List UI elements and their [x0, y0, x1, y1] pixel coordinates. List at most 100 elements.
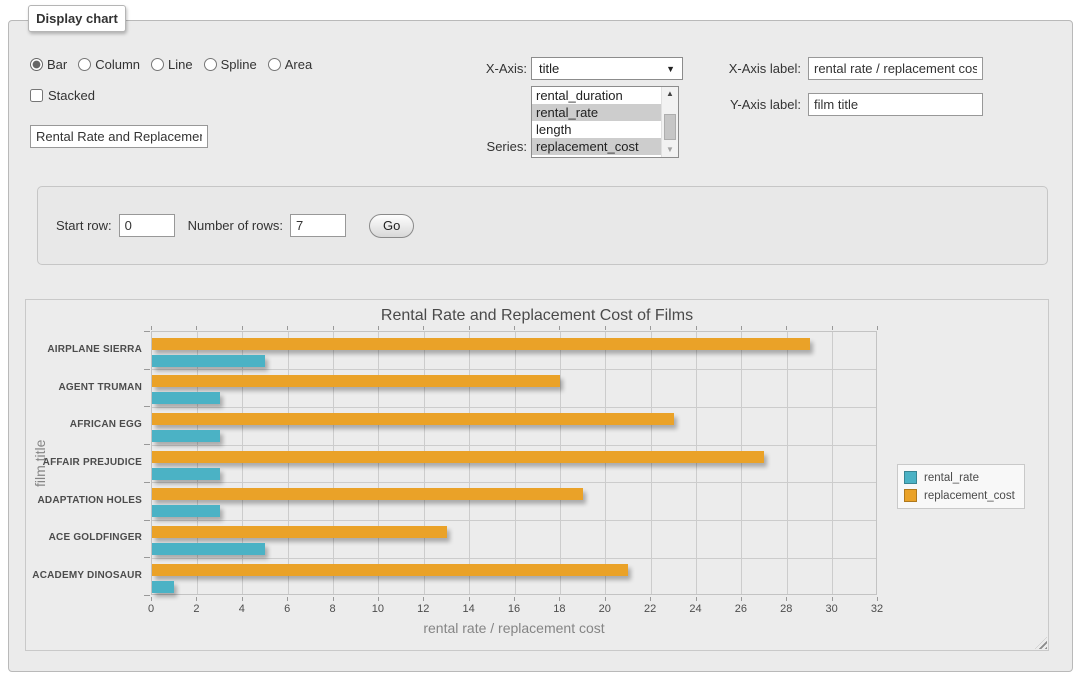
series-scrollbar[interactable]: ▲ ▼: [661, 87, 678, 157]
chart-type-radio-bar[interactable]: [30, 58, 43, 71]
scroll-down-icon[interactable]: ▼: [662, 143, 678, 157]
number-of-rows-label: Number of rows:: [188, 218, 283, 233]
x-tick-label: 2: [181, 603, 211, 615]
x-axis-tick: [559, 597, 560, 601]
gridline: [469, 332, 470, 594]
legend-label: replacement_cost: [924, 490, 1015, 502]
category-label: AGENT TRUMAN: [26, 382, 142, 393]
start-row-input[interactable]: [119, 214, 175, 237]
chart-type-option-line: Line: [151, 57, 193, 72]
series-option-rental_duration[interactable]: rental_duration: [532, 87, 661, 104]
chart-type-radio-line[interactable]: [151, 58, 164, 71]
chart-type-label: Column: [95, 57, 140, 72]
x-axis-tick: [196, 326, 197, 330]
gridline: [333, 332, 334, 594]
category-label: ACE GOLDFINGER: [26, 532, 142, 543]
gridline: [424, 332, 425, 594]
dropdown-arrow-icon: ▼: [666, 59, 675, 80]
x-axis-tick: [832, 597, 833, 601]
go-button[interactable]: Go: [369, 214, 414, 238]
x-tick-label: 28: [771, 603, 801, 615]
category-label: ACADEMY DINOSAUR: [26, 570, 142, 581]
x-axis-tick: [287, 326, 288, 330]
chart-type-radio-area[interactable]: [268, 58, 281, 71]
scroll-up-icon[interactable]: ▲: [662, 87, 678, 101]
x-axis-tick: [877, 597, 878, 601]
bar-replacement_cost: [152, 526, 447, 538]
x-axis-tick: [514, 326, 515, 330]
x-axis-label-label: X-Axis label:: [695, 58, 801, 80]
gridline: [696, 332, 697, 594]
y-axis-tick: [144, 482, 150, 483]
x-axis-tick: [514, 597, 515, 601]
x-axis-label-input[interactable]: [808, 57, 983, 80]
series-option-replacement_cost[interactable]: replacement_cost: [532, 138, 661, 155]
x-tick-label: 0: [136, 603, 166, 615]
category-label: AIRPLANE SIERRA: [26, 344, 142, 355]
chart-type-radio-column[interactable]: [78, 58, 91, 71]
x-axis-select-label: X-Axis:: [439, 58, 527, 80]
gridline: [832, 332, 833, 594]
x-tick-label: 4: [227, 603, 257, 615]
x-axis-tick: [242, 326, 243, 330]
x-tick-label: 22: [635, 603, 665, 615]
x-axis-tick: [696, 326, 697, 330]
chart-type-radio-spline[interactable]: [204, 58, 217, 71]
bar-replacement_cost: [152, 338, 810, 350]
gridline: [152, 482, 876, 483]
bar-rental_rate: [152, 543, 265, 555]
chart-title-input[interactable]: [30, 125, 208, 148]
chart-type-label: Area: [285, 57, 312, 72]
chart-type-option-column: Column: [78, 57, 140, 72]
bar-replacement_cost: [152, 564, 628, 576]
x-axis-select[interactable]: title ▼: [531, 57, 683, 80]
y-axis-label-input[interactable]: [808, 93, 983, 116]
series-option-length[interactable]: length: [532, 121, 661, 138]
display-chart-panel: Display chart BarColumnLineSplineArea St…: [8, 20, 1073, 672]
gridline: [152, 445, 876, 446]
stacked-label: Stacked: [48, 88, 95, 103]
gridline: [152, 520, 876, 521]
bar-replacement_cost: [152, 375, 560, 387]
gridline: [152, 369, 876, 370]
x-axis-tick: [378, 326, 379, 330]
x-tick-label: 24: [681, 603, 711, 615]
y-axis-tick: [144, 444, 150, 445]
bar-replacement_cost: [152, 451, 764, 463]
gridline: [787, 332, 788, 594]
gridline: [378, 332, 379, 594]
y-axis-tick: [144, 595, 150, 596]
x-axis-tick: [333, 326, 334, 330]
gridline: [605, 332, 606, 594]
x-axis-tick: [333, 597, 334, 601]
x-tick-label: 14: [454, 603, 484, 615]
chart-type-label: Spline: [221, 57, 257, 72]
x-tick-label: 18: [544, 603, 574, 615]
gridline: [741, 332, 742, 594]
row-range-panel: Start row: Number of rows: Go: [37, 186, 1048, 265]
scrollbar-thumb[interactable]: [664, 114, 676, 140]
series-option-rental_rate[interactable]: rental_rate: [532, 104, 661, 121]
x-axis-tick: [741, 326, 742, 330]
x-axis-tick: [650, 326, 651, 330]
x-axis-tick: [423, 597, 424, 601]
chart-container: Rental Rate and Replacement Cost of Film…: [25, 299, 1049, 651]
x-axis-tick: [786, 597, 787, 601]
series-options: rental_durationrental_ratelengthreplacem…: [532, 87, 661, 157]
gridline: [515, 332, 516, 594]
bar-rental_rate: [152, 355, 265, 367]
bar-replacement_cost: [152, 488, 583, 500]
resize-handle-icon[interactable]: [1035, 637, 1047, 649]
series-multiselect: rental_durationrental_ratelengthreplacem…: [531, 86, 679, 158]
x-axis-tick: [696, 597, 697, 601]
gridline: [651, 332, 652, 594]
x-axis-title: rental rate / replacement cost: [151, 620, 877, 636]
number-of-rows-input[interactable]: [290, 214, 346, 237]
chart-type-option-bar: Bar: [30, 57, 67, 72]
bar-rental_rate: [152, 392, 220, 404]
x-axis-tick: [469, 326, 470, 330]
stacked-checkbox[interactable]: [30, 89, 43, 102]
x-axis-tick: [786, 326, 787, 330]
bar-rental_rate: [152, 581, 174, 593]
stacked-option: Stacked: [30, 85, 95, 105]
